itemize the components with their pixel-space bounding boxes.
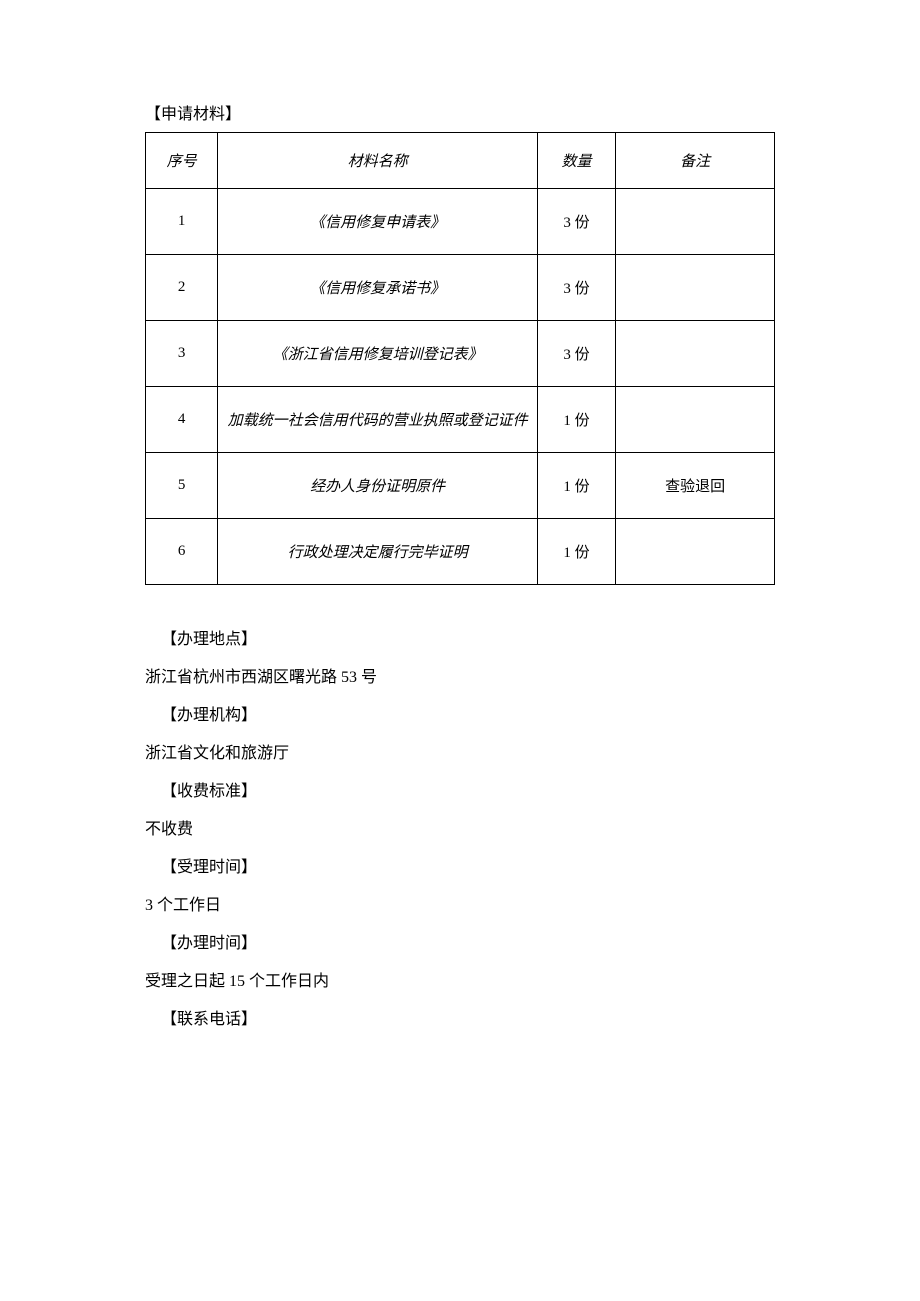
table-row: 2 《信用修复承诺书》 3 份 xyxy=(146,255,775,321)
cell-name: 行政处理决定履行完毕证明 xyxy=(218,519,538,585)
agency-label: 【办理机构】 xyxy=(145,701,775,725)
cell-seq: 1 xyxy=(146,189,218,255)
table-row: 4 加载统一社会信用代码的营业执照或登记证件 1 份 xyxy=(146,387,775,453)
cell-qty: 1 份 xyxy=(537,387,615,453)
cell-note xyxy=(616,255,775,321)
process-time-label: 【办理时间】 xyxy=(145,929,775,953)
cell-note: 查验退回 xyxy=(616,453,775,519)
cell-qty: 3 份 xyxy=(537,189,615,255)
accept-time-value: 3 个工作日 xyxy=(145,891,775,915)
table-header-row: 序号 材料名称 数量 备注 xyxy=(146,133,775,189)
cell-name: 《浙江省信用修复培训登记表》 xyxy=(218,321,538,387)
cell-qty: 1 份 xyxy=(537,519,615,585)
header-name: 材料名称 xyxy=(218,133,538,189)
materials-heading: 【申请材料】 xyxy=(145,100,775,124)
cell-name: 经办人身份证明原件 xyxy=(218,453,538,519)
fee-value: 不收费 xyxy=(145,815,775,839)
cell-name: 加载统一社会信用代码的营业执照或登记证件 xyxy=(218,387,538,453)
header-seq: 序号 xyxy=(146,133,218,189)
table-row: 1 《信用修复申请表》 3 份 xyxy=(146,189,775,255)
cell-seq: 2 xyxy=(146,255,218,321)
fee-label: 【收费标准】 xyxy=(145,777,775,801)
cell-note xyxy=(616,189,775,255)
location-label: 【办理地点】 xyxy=(145,625,775,649)
materials-table: 序号 材料名称 数量 备注 1 《信用修复申请表》 3 份 2 《信用修复承诺书… xyxy=(145,132,775,585)
cell-seq: 5 xyxy=(146,453,218,519)
cell-seq: 4 xyxy=(146,387,218,453)
cell-note xyxy=(616,321,775,387)
accept-time-label: 【受理时间】 xyxy=(145,853,775,877)
phone-label: 【联系电话】 xyxy=(145,1005,775,1029)
header-qty: 数量 xyxy=(537,133,615,189)
cell-note xyxy=(616,519,775,585)
cell-name: 《信用修复承诺书》 xyxy=(218,255,538,321)
process-time-value: 受理之日起 15 个工作日内 xyxy=(145,967,775,991)
cell-seq: 6 xyxy=(146,519,218,585)
cell-note xyxy=(616,387,775,453)
agency-value: 浙江省文化和旅游厅 xyxy=(145,739,775,763)
header-note: 备注 xyxy=(616,133,775,189)
table-row: 6 行政处理决定履行完毕证明 1 份 xyxy=(146,519,775,585)
info-section: 【办理地点】 浙江省杭州市西湖区曙光路 53 号 【办理机构】 浙江省文化和旅游… xyxy=(145,625,775,1029)
cell-name: 《信用修复申请表》 xyxy=(218,189,538,255)
table-row: 5 经办人身份证明原件 1 份 查验退回 xyxy=(146,453,775,519)
cell-qty: 1 份 xyxy=(537,453,615,519)
table-row: 3 《浙江省信用修复培训登记表》 3 份 xyxy=(146,321,775,387)
location-value: 浙江省杭州市西湖区曙光路 53 号 xyxy=(145,663,775,687)
cell-qty: 3 份 xyxy=(537,321,615,387)
cell-seq: 3 xyxy=(146,321,218,387)
cell-qty: 3 份 xyxy=(537,255,615,321)
